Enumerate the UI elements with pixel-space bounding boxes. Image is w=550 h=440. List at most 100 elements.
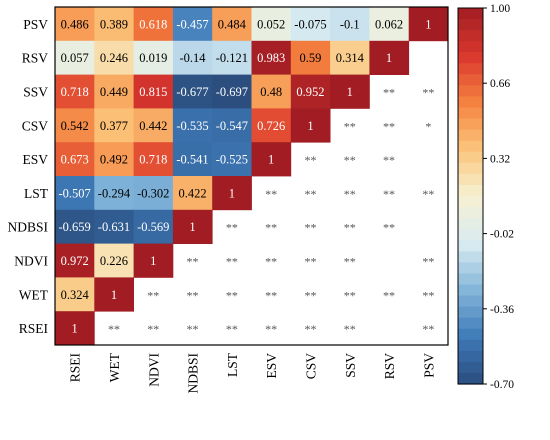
significance-marker: ** bbox=[187, 255, 199, 269]
cell-value-label: 0.442 bbox=[139, 119, 167, 133]
heatmap-cell-ssv-rsei bbox=[55, 74, 95, 109]
x-tick-label-rsv: RSV bbox=[382, 353, 397, 380]
colorbar-swatch bbox=[458, 218, 483, 230]
colorbar-tick-label: 0.32 bbox=[490, 153, 510, 165]
significance-marker: ** bbox=[422, 322, 434, 336]
heatmap-cell-rsv-lst bbox=[212, 40, 252, 75]
cell-value-label: -0.14 bbox=[180, 51, 207, 65]
significance-marker: ** bbox=[344, 322, 356, 336]
y-tick-label-rsei: RSEI bbox=[19, 321, 49, 336]
heatmap-cell-lst-rsei bbox=[55, 176, 95, 211]
heatmap-cell-psv-ndvi bbox=[133, 7, 174, 42]
cell-value-label: 0.484 bbox=[218, 17, 247, 31]
heatmap-cell-ndvi-wet bbox=[94, 243, 134, 278]
x-tick-label-ssv: SSV bbox=[343, 353, 358, 378]
colorbar: 1.00 0.66 0.32 -0.02 -0.36 -0.70 bbox=[457, 3, 514, 391]
heatmap-cell-psv-lst bbox=[212, 7, 252, 42]
cell-value-label: 1 bbox=[386, 51, 392, 65]
heatmap-cell-lst-ndbsi bbox=[172, 176, 213, 211]
cell-value-label: 0.673 bbox=[61, 153, 89, 167]
colorbar-swatch bbox=[458, 361, 483, 374]
colorbar-swatch bbox=[458, 295, 483, 308]
significance-marker: ** bbox=[304, 153, 316, 167]
cell-value-label: -0.075 bbox=[294, 17, 326, 31]
significance-marker: ** bbox=[344, 221, 356, 235]
colorbar-swatch bbox=[458, 74, 483, 87]
heatmap-cell-ssv-csv bbox=[290, 74, 331, 109]
x-tick-label-ndbsi: NDBSI bbox=[186, 353, 201, 394]
significance-marker: ** bbox=[147, 322, 159, 336]
cell-value-label: 1 bbox=[72, 322, 78, 336]
heatmap-cell-rsv-ssv bbox=[330, 40, 370, 75]
significance-marker: ** bbox=[265, 288, 277, 302]
significance-marker: ** bbox=[226, 322, 238, 336]
cell-value-label: 0.952 bbox=[296, 85, 324, 99]
heatmap-cell-ssv-wet bbox=[94, 74, 134, 109]
y-tick-label-psv: PSV bbox=[23, 17, 48, 32]
colorbar-swatch bbox=[458, 129, 483, 142]
significance-marker: ** bbox=[187, 322, 199, 336]
heatmap-cell-psv-ssv bbox=[330, 7, 370, 42]
significance-marker: ** bbox=[383, 153, 395, 167]
cell-value-label: 0.052 bbox=[257, 17, 285, 31]
colorbar-swatch bbox=[458, 63, 483, 75]
heatmap-cell-lst-ndvi bbox=[133, 176, 174, 211]
heatmap-cell-psv-rsei bbox=[55, 7, 95, 42]
cell-value-label: 0.718 bbox=[61, 85, 89, 99]
significance-marker: ** bbox=[226, 288, 238, 302]
colorbar-swatch bbox=[458, 339, 483, 352]
y-tick-label-ssv: SSV bbox=[23, 85, 48, 100]
heatmap-cell-ndbsi-wet bbox=[94, 209, 134, 244]
colorbar-swatch bbox=[458, 85, 483, 98]
y-tick-label-lst: LST bbox=[24, 186, 49, 201]
cell-value-label: 0.815 bbox=[139, 85, 167, 99]
significance-marker: ** bbox=[147, 288, 159, 302]
cell-value-label: 0.983 bbox=[257, 51, 285, 65]
colorbar-swatch bbox=[458, 140, 483, 153]
cell-value-label: -0.631 bbox=[98, 220, 130, 234]
cell-value-label: -0.457 bbox=[176, 17, 208, 31]
significance-marker: ** bbox=[344, 288, 356, 302]
cell-value-label: -0.547 bbox=[216, 119, 248, 133]
cell-value-label: 1 bbox=[150, 254, 156, 268]
significance-marker: ** bbox=[344, 153, 356, 167]
cell-value-label: 1 bbox=[425, 17, 431, 31]
heatmap-cell-csv-wet bbox=[94, 108, 134, 143]
heatmap-cell-psv-psv bbox=[408, 7, 449, 42]
cell-value-label: 1 bbox=[307, 119, 313, 133]
heatmap-cell-lst-lst bbox=[212, 176, 252, 211]
significance-marker: ** bbox=[344, 119, 356, 133]
cell-value-label: 0.389 bbox=[100, 17, 128, 31]
heatmap-cell-lst-wet bbox=[94, 176, 134, 211]
cell-value-label: 0.324 bbox=[61, 288, 90, 302]
colorbar-swatch bbox=[458, 306, 483, 319]
cell-value-label: 0.377 bbox=[100, 119, 128, 133]
colorbar-swatch bbox=[458, 41, 483, 53]
cell-value-label: 0.057 bbox=[61, 51, 89, 65]
heatmap-cell-rsei-rsei bbox=[55, 311, 95, 346]
cell-value-label: -0.121 bbox=[216, 51, 248, 65]
colorbar-swatch bbox=[458, 251, 483, 263]
cell-value-label: -0.507 bbox=[59, 186, 91, 200]
heatmap-cell-csv-rsei bbox=[55, 108, 95, 143]
significance-marker: ** bbox=[265, 255, 277, 269]
heatmap-cell-csv-csv bbox=[290, 108, 331, 143]
significance-marker: ** bbox=[226, 221, 238, 235]
cell-value-label: 0.226 bbox=[100, 254, 128, 268]
y-tick-label-rsv: RSV bbox=[22, 51, 49, 66]
cell-value-label: -0.677 bbox=[176, 85, 208, 99]
significance-marker: ** bbox=[422, 86, 434, 100]
cell-value-label: -0.525 bbox=[216, 153, 248, 167]
colorbar-swatch bbox=[458, 262, 483, 275]
cell-value-label: -0.569 bbox=[137, 220, 169, 234]
cell-value-label: -0.535 bbox=[176, 119, 208, 133]
cell-value-label: -0.302 bbox=[137, 186, 169, 200]
significance-marker: ** bbox=[265, 221, 277, 235]
colorbar-swatch bbox=[458, 118, 483, 131]
cell-value-label: 0.718 bbox=[139, 153, 167, 167]
cell-value-label: -0.1 bbox=[340, 17, 360, 31]
colorbar-swatch bbox=[458, 162, 483, 175]
colorbar-swatch bbox=[458, 30, 483, 42]
heatmap-cell-esv-ndbsi bbox=[172, 142, 213, 177]
